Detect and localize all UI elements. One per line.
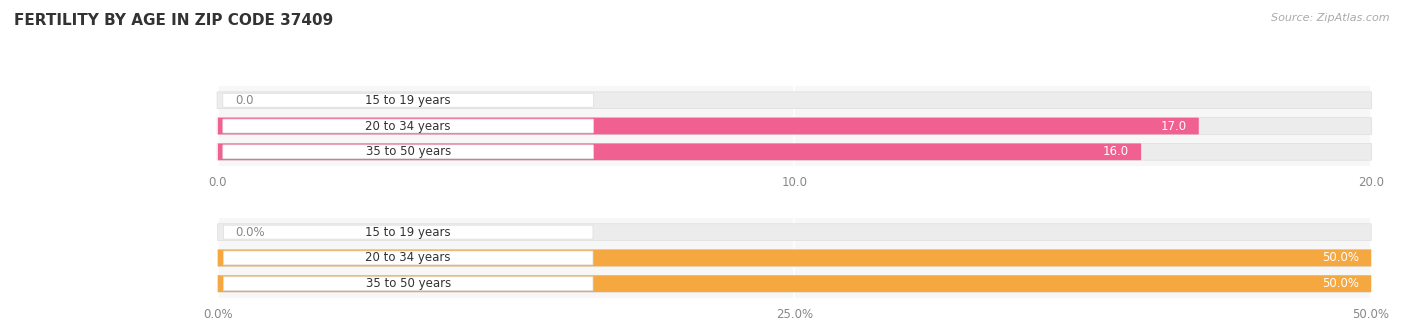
- Text: 15 to 19 years: 15 to 19 years: [366, 94, 451, 107]
- FancyBboxPatch shape: [218, 250, 1371, 266]
- Text: 35 to 50 years: 35 to 50 years: [366, 277, 451, 290]
- Text: 17.0: 17.0: [1160, 119, 1187, 132]
- Text: 0.0%: 0.0%: [235, 226, 264, 239]
- Text: 0.0: 0.0: [235, 94, 253, 107]
- FancyBboxPatch shape: [218, 275, 1371, 292]
- Text: 20 to 34 years: 20 to 34 years: [366, 119, 451, 132]
- FancyBboxPatch shape: [217, 143, 1142, 160]
- FancyBboxPatch shape: [217, 118, 1199, 134]
- FancyBboxPatch shape: [217, 118, 1372, 134]
- Text: 35 to 50 years: 35 to 50 years: [366, 145, 451, 158]
- FancyBboxPatch shape: [222, 119, 593, 133]
- Text: 20 to 34 years: 20 to 34 years: [366, 252, 451, 264]
- Text: Source: ZipAtlas.com: Source: ZipAtlas.com: [1271, 13, 1389, 23]
- FancyBboxPatch shape: [224, 251, 593, 265]
- Text: 50.0%: 50.0%: [1322, 252, 1360, 264]
- FancyBboxPatch shape: [222, 145, 593, 159]
- Text: FERTILITY BY AGE IN ZIP CODE 37409: FERTILITY BY AGE IN ZIP CODE 37409: [14, 13, 333, 28]
- FancyBboxPatch shape: [218, 275, 1371, 292]
- FancyBboxPatch shape: [224, 225, 593, 239]
- Text: 50.0%: 50.0%: [1322, 277, 1360, 290]
- FancyBboxPatch shape: [218, 250, 1371, 266]
- FancyBboxPatch shape: [224, 277, 593, 291]
- FancyBboxPatch shape: [218, 224, 1371, 241]
- FancyBboxPatch shape: [217, 92, 1372, 109]
- FancyBboxPatch shape: [217, 143, 1372, 160]
- FancyBboxPatch shape: [222, 93, 593, 107]
- Text: 16.0: 16.0: [1102, 145, 1129, 158]
- Text: 15 to 19 years: 15 to 19 years: [366, 226, 451, 239]
